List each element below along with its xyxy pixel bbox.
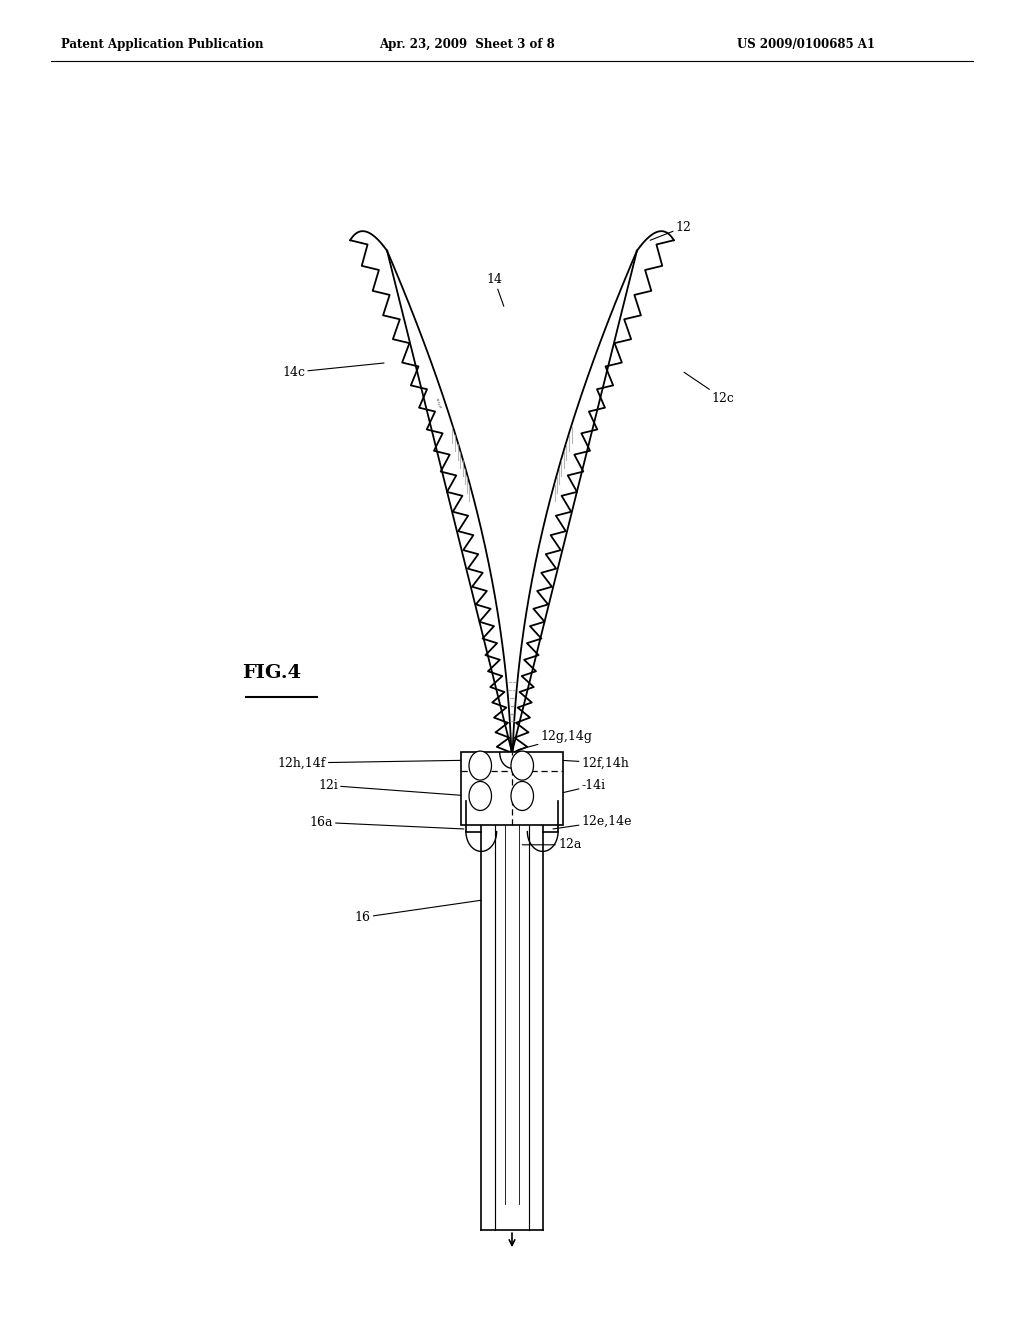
- Text: 12h,14f: 12h,14f: [278, 756, 463, 770]
- Text: 12a: 12a: [522, 838, 582, 851]
- Circle shape: [469, 751, 492, 780]
- Text: 14: 14: [486, 273, 504, 306]
- Text: 12: 12: [650, 220, 692, 240]
- Text: 12c: 12c: [684, 372, 734, 405]
- Text: 14c: 14c: [283, 363, 384, 379]
- Text: 16: 16: [354, 900, 481, 924]
- Text: 12i: 12i: [318, 779, 470, 796]
- Text: 12g,14g: 12g,14g: [518, 730, 593, 750]
- Text: Patent Application Publication: Patent Application Publication: [61, 38, 264, 51]
- Text: 12f,14h: 12f,14h: [561, 756, 630, 770]
- Text: US 2009/0100685 A1: US 2009/0100685 A1: [737, 38, 876, 51]
- Text: 12e,14e: 12e,14e: [553, 814, 632, 829]
- Polygon shape: [512, 240, 674, 775]
- Text: FIG.4: FIG.4: [242, 664, 301, 682]
- Bar: [461, 752, 563, 825]
- Circle shape: [469, 781, 492, 810]
- Text: -14i: -14i: [549, 779, 606, 796]
- Circle shape: [511, 781, 534, 810]
- Circle shape: [511, 751, 534, 780]
- Text: Apr. 23, 2009  Sheet 3 of 8: Apr. 23, 2009 Sheet 3 of 8: [379, 38, 555, 51]
- Text: 16a: 16a: [309, 816, 464, 829]
- Polygon shape: [350, 240, 512, 775]
